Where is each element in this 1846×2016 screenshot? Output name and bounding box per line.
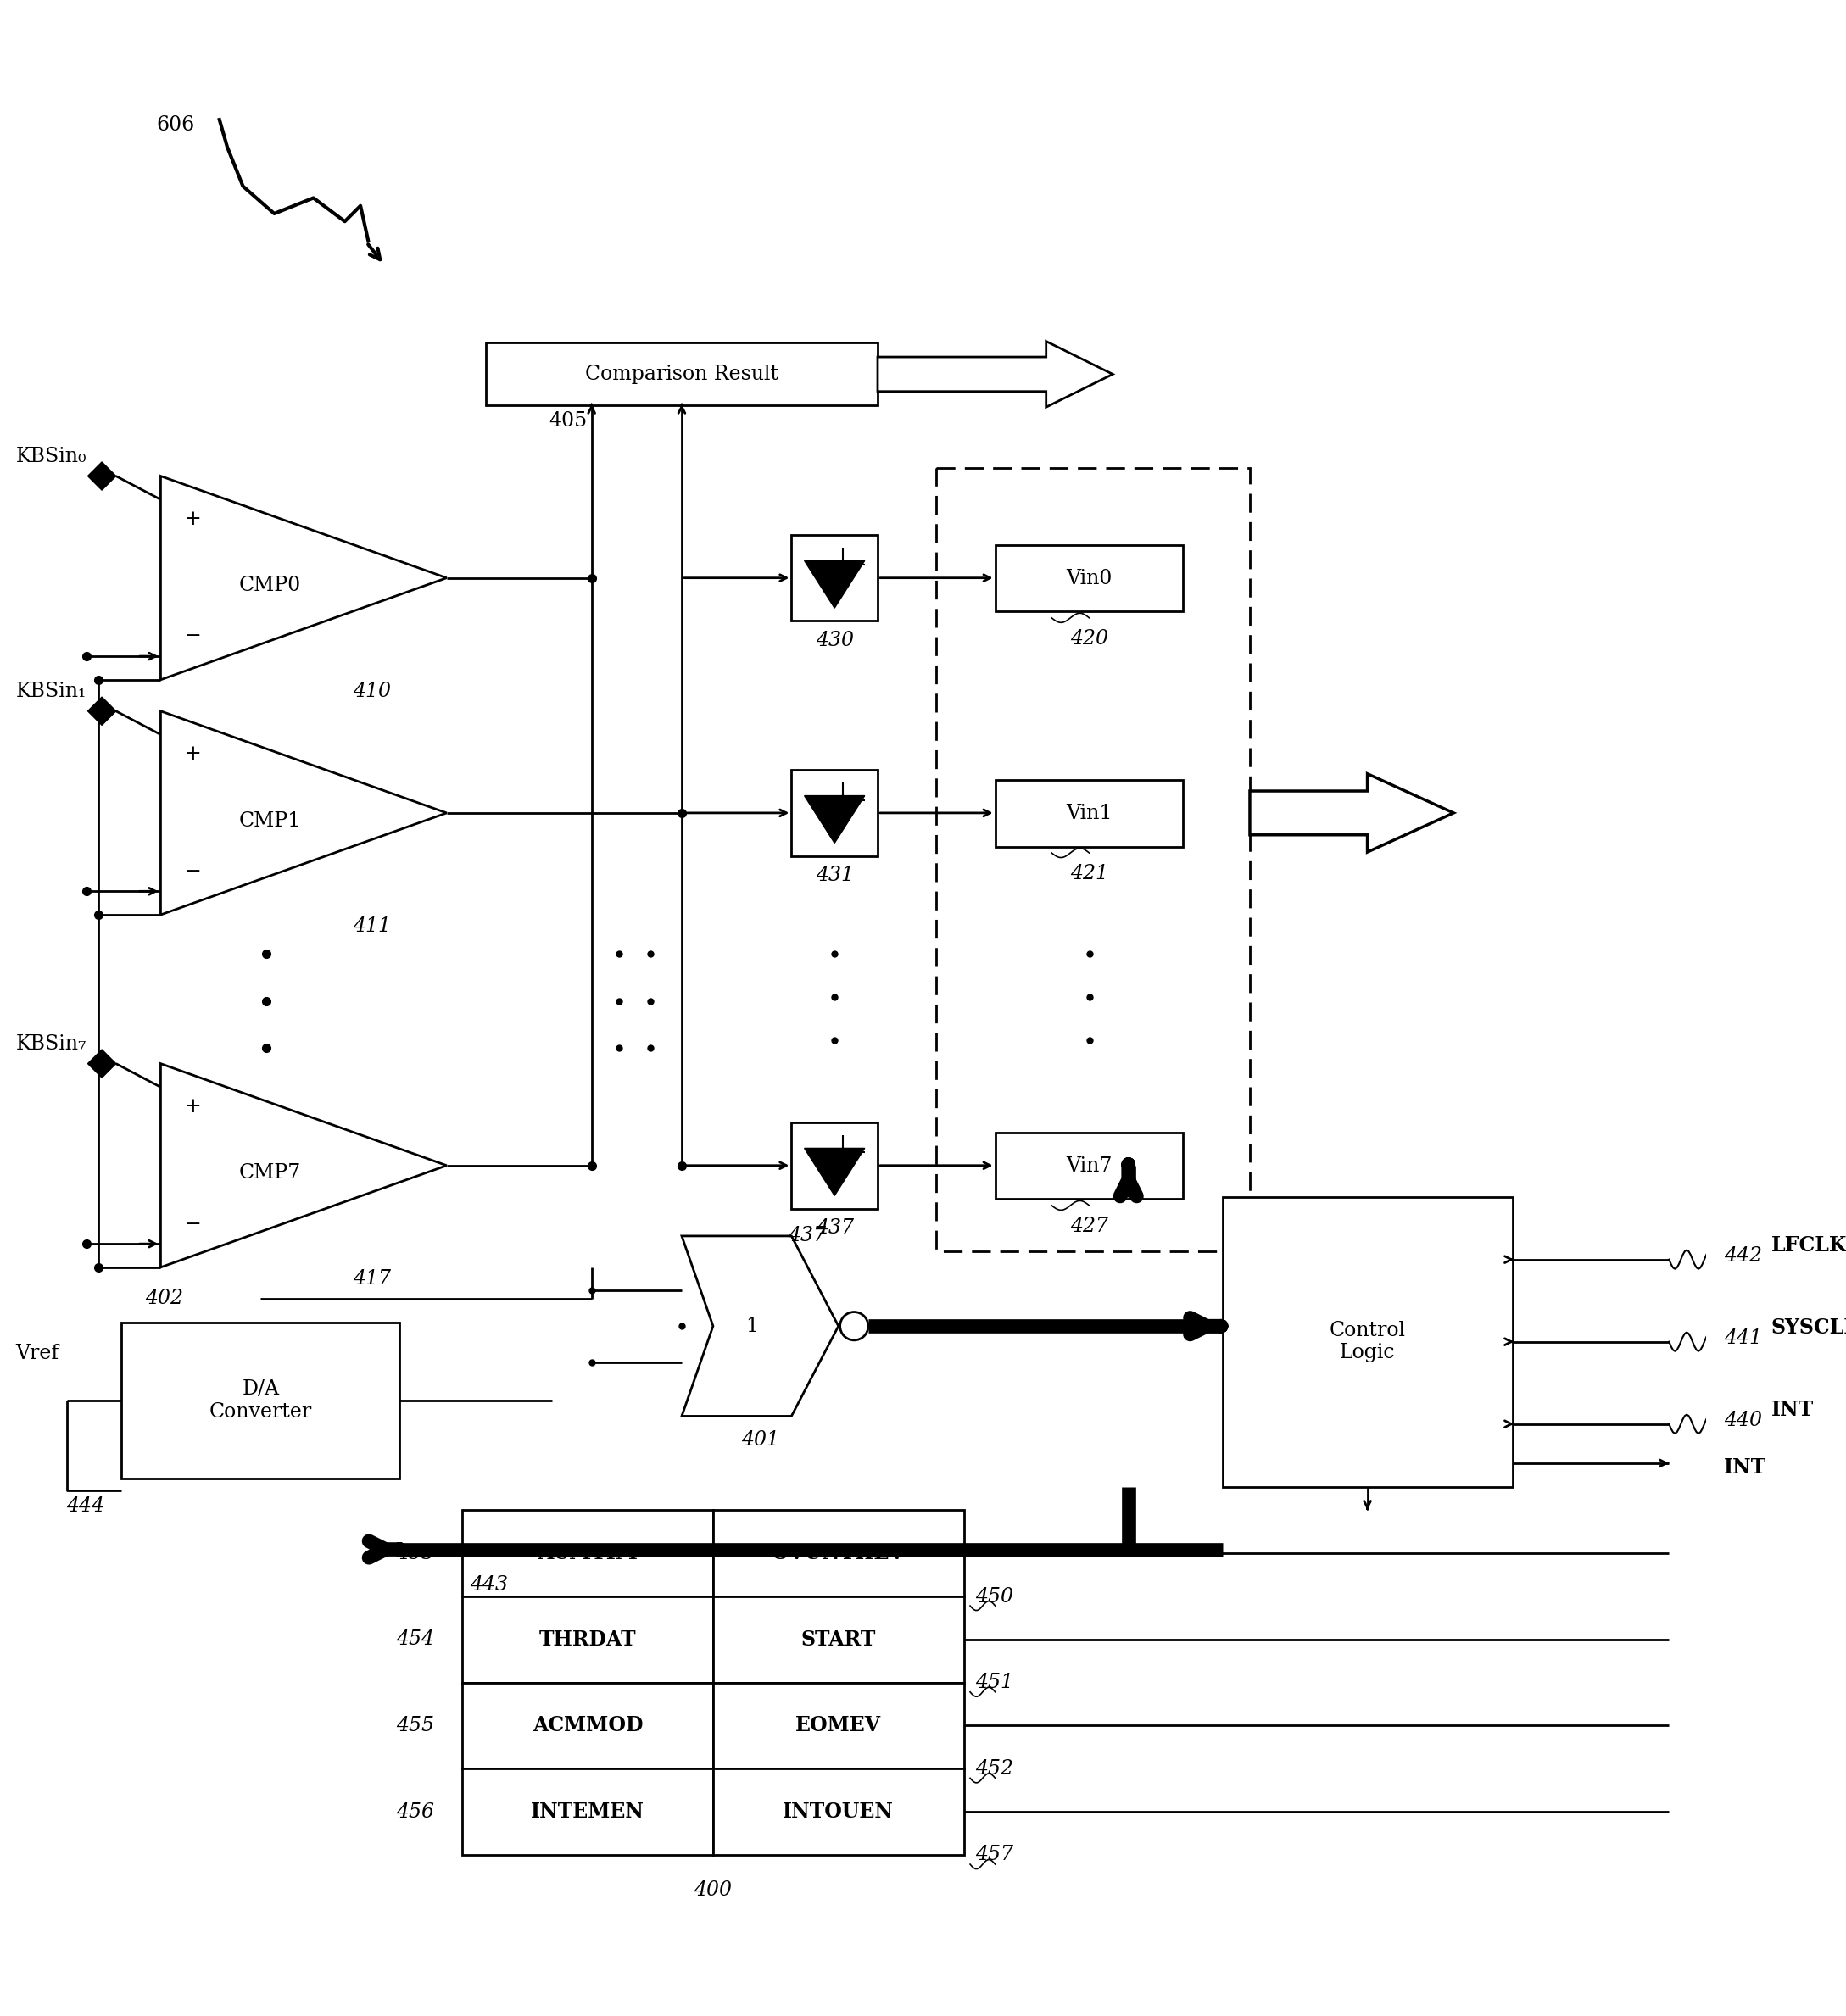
Text: 1: 1 [746,1316,759,1337]
Text: 427: 427 [1071,1218,1108,1236]
Text: Control
Logic: Control Logic [1329,1320,1405,1363]
Bar [995,1133,1183,1200]
Text: 417: 417 [353,1270,391,1288]
Bar [462,1510,713,1597]
Text: 431: 431 [816,865,853,885]
Text: 454: 454 [397,1629,434,1649]
Text: 430: 430 [816,631,853,651]
Text: Vin7: Vin7 [1067,1155,1113,1175]
Text: +: + [185,744,201,764]
Text: CMP1: CMP1 [238,810,301,831]
Bar [995,544,1183,611]
Polygon shape [161,1064,447,1268]
Polygon shape [89,462,116,490]
Text: −: − [185,1214,201,1234]
Text: LFCLK: LFCLK [1770,1236,1846,1256]
Polygon shape [805,1149,864,1195]
Text: 442: 442 [1724,1246,1763,1266]
Text: START: START [801,1629,875,1649]
Circle shape [840,1312,868,1341]
Polygon shape [89,1050,116,1079]
Bar [792,770,877,857]
Text: Vin0: Vin0 [1067,569,1113,589]
Bar [462,1683,713,1768]
Text: 456: 456 [397,1802,434,1822]
Text: ACMTIM: ACMTIM [537,1542,637,1564]
Bar [713,1768,964,1855]
Text: INT: INT [1770,1399,1813,1419]
Bar [462,1768,713,1855]
Bar [462,1597,713,1683]
Text: KBSin₀: KBSin₀ [15,448,87,466]
Text: 440: 440 [1724,1411,1763,1429]
Polygon shape [877,341,1113,407]
Text: −: − [185,627,201,647]
Bar [936,468,1250,1252]
Text: SYSCLK: SYSCLK [1770,1318,1846,1339]
Text: EOMEV: EOMEV [796,1716,881,1736]
Text: INTOUEN: INTOUEN [783,1802,893,1822]
Text: KBSin₁: KBSin₁ [15,681,87,702]
Bar [122,1322,399,1480]
Bar [713,1597,964,1683]
Text: 441: 441 [1724,1329,1763,1347]
Text: OVUNTHEV: OVUNTHEV [772,1542,905,1564]
Text: 402: 402 [146,1288,183,1308]
Polygon shape [805,560,864,609]
Text: CMP7: CMP7 [238,1163,301,1183]
Polygon shape [681,1236,838,1415]
Text: INT: INT [1724,1458,1767,1478]
Text: 452: 452 [975,1760,1013,1778]
Text: 411: 411 [353,917,391,935]
Text: 444: 444 [66,1496,105,1516]
Text: 401: 401 [740,1429,779,1450]
Text: ACMMOD: ACMMOD [532,1716,642,1736]
Bar [995,780,1183,847]
Text: 405: 405 [548,411,587,431]
Text: −: − [185,863,201,881]
Text: 450: 450 [975,1587,1013,1607]
Text: D/A
Converter: D/A Converter [209,1379,312,1421]
Polygon shape [89,698,116,726]
Text: Vref: Vref [15,1345,59,1363]
Polygon shape [805,796,864,843]
Bar [713,1683,964,1768]
Bar [1222,1198,1512,1486]
Text: 400: 400 [694,1881,733,1899]
Text: 437: 437 [788,1226,825,1246]
Text: 421: 421 [1071,865,1108,883]
Text: +: + [185,510,201,528]
Text: INTEMEN: INTEMEN [532,1802,644,1822]
Text: THRDAT: THRDAT [539,1629,637,1649]
Polygon shape [1250,774,1453,853]
Text: +: + [185,1097,201,1117]
Text: 420: 420 [1071,629,1108,649]
Polygon shape [161,476,447,679]
Bar [792,534,877,621]
Bar [713,1510,964,1597]
Text: 606: 606 [157,115,196,135]
Bar [792,1123,877,1208]
Text: Vin1: Vin1 [1067,804,1113,823]
Text: Comparison Result: Comparison Result [585,365,779,383]
Text: 437: 437 [816,1218,853,1238]
Text: 443: 443 [471,1574,508,1595]
Text: 453: 453 [397,1544,434,1562]
Text: 457: 457 [975,1845,1013,1865]
Text: CMP0: CMP0 [238,577,301,595]
Text: 451: 451 [975,1673,1013,1691]
Bar [485,343,877,405]
Polygon shape [161,712,447,915]
Text: 410: 410 [353,681,391,702]
Text: 455: 455 [397,1716,434,1736]
Text: KBSin₇: KBSin₇ [15,1034,87,1054]
